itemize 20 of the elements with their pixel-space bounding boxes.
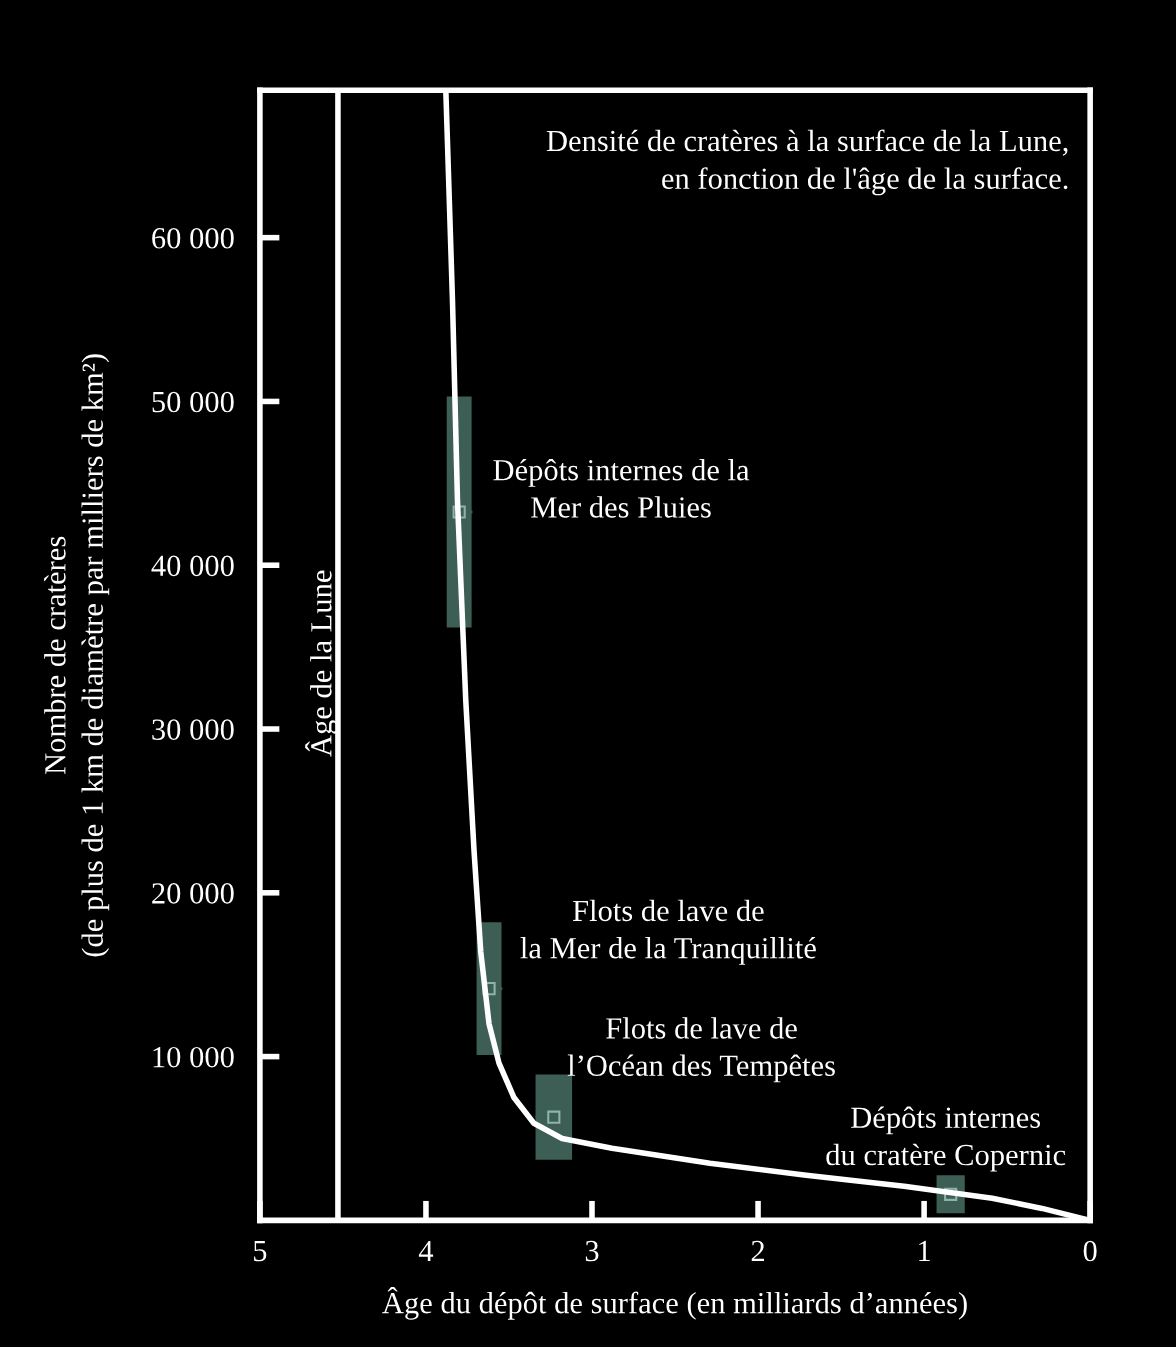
x-tick-label: 0 <box>1083 1240 1097 1262</box>
y-tick-label: 50 000 <box>152 391 234 413</box>
x-tick-label: 3 <box>585 1240 599 1262</box>
y-tick-label: 20 000 <box>152 883 234 904</box>
annotation: Dépôts internes du cratère Copernic <box>826 1106 1066 1172</box>
x-tick-label: 2 <box>751 1240 764 1262</box>
annotation: Flots de lave de la Mer de la Tranquillité <box>520 899 816 965</box>
y-tick-label: 30 000 <box>152 719 234 740</box>
y-tick-label: 40 000 <box>151 555 234 577</box>
annotation: Dépôts internes de la Mer des Pluies <box>493 458 750 518</box>
annotation: Flots de lave de l’Océan des Tempêtes <box>567 1017 835 1083</box>
y-axis-title: Nombre de cratères (de plus de 1 km de diamètre par milliers de km²) <box>44 354 110 957</box>
x-tick-label: 1 <box>919 1240 930 1262</box>
x-axis-title: Âge du dépôt de surface (en milliards d’années) <box>382 1286 967 1320</box>
ref-line-label: Âge de la Lune <box>305 570 338 757</box>
x-tick-label: 4 <box>418 1240 434 1262</box>
y-tick-label: 60 000 <box>152 227 234 249</box>
x-tick-label: 5 <box>254 1241 267 1262</box>
text: Densité de cratères à la surface de la Lune, en fonction de l'âge de la surface. <box>546 129 1068 196</box>
y-tick-label: 10 000 <box>153 1046 234 1068</box>
